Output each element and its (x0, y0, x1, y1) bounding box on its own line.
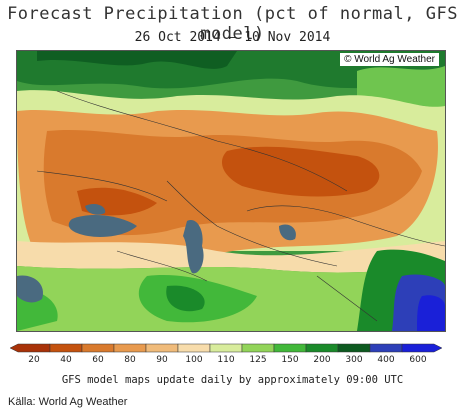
legend-label: 150 (281, 355, 298, 363)
copyright-label: © World Ag Weather (340, 53, 439, 66)
legend-label: 600 (409, 355, 426, 363)
dry-zone-core-east (222, 146, 380, 197)
legend-swatch (369, 343, 403, 353)
legend-label: 40 (60, 355, 72, 363)
legend-swatch (145, 343, 179, 353)
wet-band-far-north (37, 51, 237, 69)
update-note: GFS model maps update daily by approxima… (61, 374, 404, 386)
extreme-wet-zone-se (417, 295, 445, 331)
legend-label: 90 (156, 355, 168, 363)
country-borders (36, 90, 445, 322)
legend-swatch (81, 343, 115, 353)
map-graphic (17, 51, 445, 331)
legend-label: 110 (217, 355, 234, 363)
legend-swatch (401, 343, 442, 353)
legend-swatch (209, 343, 243, 353)
legend-label: 100 (185, 355, 202, 363)
caspian-sea (183, 220, 204, 274)
legend-swatch (241, 343, 275, 353)
legend-swatch (273, 343, 307, 353)
wet-spot-dark (166, 285, 205, 312)
legend-label: 60 (92, 355, 104, 363)
map-title: Forecast Precipitation (pct of normal, G… (7, 4, 458, 44)
legend-label: 20 (28, 355, 40, 363)
black-sea (68, 215, 137, 237)
precipitation-map: © World Ag Weather (16, 50, 446, 332)
legend-label: 125 (249, 355, 266, 363)
legend-swatch (337, 343, 371, 353)
legend-swatch (10, 343, 51, 353)
legend-swatch (305, 343, 339, 353)
legend-swatch (113, 343, 147, 353)
color-legend: 20 40 60 80 90 100 110 125 150 200 300 400 600 (10, 343, 442, 363)
legend-label: 80 (124, 355, 136, 363)
mediterranean-sea (17, 275, 43, 303)
sea-of-azov (85, 203, 106, 215)
source-credit: Källa: World Ag Weather (8, 396, 128, 408)
aral-sea (279, 224, 296, 241)
legend-label: 300 (345, 355, 362, 363)
legend-label: 400 (377, 355, 394, 363)
map-date-range: 26 Oct 2014 — 10 Nov 2014 (134, 30, 331, 45)
legend-label: 200 (313, 355, 330, 363)
pale-band-south (17, 241, 445, 273)
legend-swatch (177, 343, 211, 353)
legend-swatch (49, 343, 83, 353)
